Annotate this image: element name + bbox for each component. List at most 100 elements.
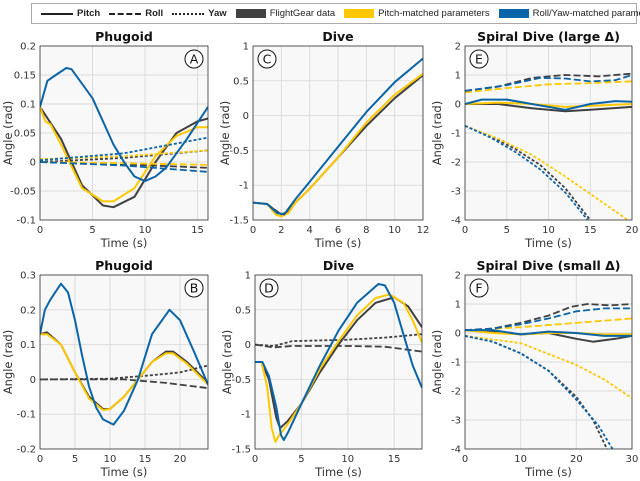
x-axis-label: Time (s) <box>524 236 572 250</box>
y-tick-label: 0.5 <box>235 305 251 316</box>
series-pitch-roll <box>465 317 632 331</box>
y-tick-label: -0.05 <box>10 187 36 198</box>
y-axis-label: Angle (rad) <box>1 330 15 394</box>
y-tick-label: 1 <box>245 271 251 282</box>
axes-frame <box>39 45 209 221</box>
color-swatch <box>235 9 266 18</box>
panel-letter: D <box>264 281 274 296</box>
series-rollyaw-pitch <box>465 329 632 337</box>
axes-frame <box>252 45 424 221</box>
x-tick-label: 10 <box>104 454 117 465</box>
dashed-line-swatch <box>109 12 142 15</box>
y-tick-label: -1.5 <box>231 445 251 456</box>
axes-frame <box>254 274 423 450</box>
series-rollyaw-roll <box>465 307 632 331</box>
y-tick-label: 2 <box>455 271 461 282</box>
series-rollyaw-roll <box>40 161 208 173</box>
y-axis-label: Angle (rad) <box>218 101 232 165</box>
x-tick-label: 20 <box>626 225 639 236</box>
plot-area <box>255 275 422 449</box>
panel-A: 0 5 10 15 -0.1 -0.05 0 0.05 0.1 0.15 0.2 Phugoid Tim… <box>1 29 209 250</box>
y-tick-label: 1 <box>243 42 249 53</box>
y-tick-label: 0.15 <box>14 71 36 82</box>
series-group <box>40 282 208 426</box>
x-tick-label: 8 <box>363 225 369 236</box>
x-tick-label: 0 <box>252 454 258 465</box>
x-axis-label: Time (s) <box>314 465 362 479</box>
x-tick-label: 20 <box>570 454 583 465</box>
x-axis-label: Time (s) <box>314 236 362 250</box>
panel-letter: A <box>190 52 199 67</box>
series-data-roll <box>40 161 208 169</box>
y-tick-label: -0.2 <box>16 445 36 456</box>
x-tick-label: 5 <box>72 454 78 465</box>
y-tick-label: 0.3 <box>20 271 36 282</box>
panel-title: Dive <box>323 258 354 273</box>
x-tick-label: 2 <box>278 225 284 236</box>
x-tick-label: 0 <box>462 225 468 236</box>
series-pitch-roll <box>465 80 632 94</box>
panel-letter-badge <box>469 49 489 69</box>
x-tick-label: 5 <box>504 225 510 236</box>
panel-C: 0 2 4 6 8 10 12 -1.5 -1 -0.5 0 0.5 1 Dive Time (s) Angl… <box>218 29 429 250</box>
panel-title: Spiral Dive (large Δ) <box>477 29 620 44</box>
axes-frame <box>39 274 209 450</box>
y-tick-label: 0.5 <box>233 76 249 87</box>
y-tick-label: -1 <box>451 129 461 140</box>
y-tick-label: 0 <box>455 100 461 111</box>
y-tick-label: 0.1 <box>20 100 36 111</box>
x-tick-label: 15 <box>191 225 204 236</box>
series-pitch-yaw <box>465 124 629 220</box>
series-rollyaw-pitch <box>253 57 423 216</box>
y-tick-label: 1 <box>455 71 461 82</box>
legend-pitch-matched: Pitch-matched parameters <box>344 8 490 19</box>
x-axis-label: Time (s) <box>100 236 148 250</box>
x-tick-label: 10 <box>388 225 401 236</box>
y-tick-label: 2 <box>455 42 461 53</box>
series-group <box>255 283 422 443</box>
y-axis-label: Angle (rad) <box>1 101 15 165</box>
y-tick-label: -0.1 <box>16 216 36 227</box>
series-group <box>465 303 632 449</box>
panel-E: 0 5 10 15 20 -4 -3 -2 -1 0 1 2 Spiral Dive (large Δ)… <box>430 29 638 250</box>
legend-yaw: Yaw <box>172 8 227 19</box>
series-rollyaw-yaw <box>40 136 208 162</box>
panel-letter: B <box>190 281 199 296</box>
x-tick-label: 0 <box>37 225 43 236</box>
series-data-roll <box>465 72 632 92</box>
y-axis-label: Angle (rad) <box>430 330 444 394</box>
legend-pitch: Pitch <box>41 8 100 19</box>
y-tick-label: -3 <box>451 416 461 427</box>
legend-flightgear: FlightGear data <box>235 8 335 19</box>
series-group <box>465 72 632 220</box>
panel-letter-badge <box>184 49 204 69</box>
x-axis-label: Time (s) <box>100 465 148 479</box>
panel-letter: C <box>263 52 272 67</box>
y-tick-label: 0.05 <box>14 129 36 140</box>
x-tick-label: 15 <box>388 454 401 465</box>
y-tick-label: 0.2 <box>20 305 36 316</box>
series-group <box>253 57 423 218</box>
y-tick-label: -4 <box>451 216 461 227</box>
series-rollyaw-yaw <box>465 335 614 449</box>
x-tick-label: 30 <box>626 454 639 465</box>
x-tick-label: 10 <box>139 225 152 236</box>
panel-letter-badge <box>259 278 279 298</box>
x-tick-label: 10 <box>514 454 527 465</box>
series-pitch-yaw <box>40 149 208 160</box>
series-pitch-pitch <box>253 72 423 218</box>
y-tick-label: 1 <box>455 300 461 311</box>
y-tick-label: -2 <box>451 387 461 398</box>
x-tick-label: 6 <box>335 225 341 236</box>
x-tick-label: 5 <box>298 454 304 465</box>
legend: Pitch Roll Yaw FlightGear data Pitch-mat… <box>31 3 640 24</box>
series-data-pitch <box>465 103 632 113</box>
panel-letter-badge <box>184 278 204 298</box>
y-tick-label: -2 <box>451 158 461 169</box>
x-tick-label: 4 <box>306 225 312 236</box>
axes-frame <box>464 274 633 450</box>
x-tick-label: 5 <box>89 225 95 236</box>
x-tick-label: 10 <box>341 454 354 465</box>
series-pitch-pitch <box>40 333 208 411</box>
panel-letter: E <box>475 52 483 67</box>
